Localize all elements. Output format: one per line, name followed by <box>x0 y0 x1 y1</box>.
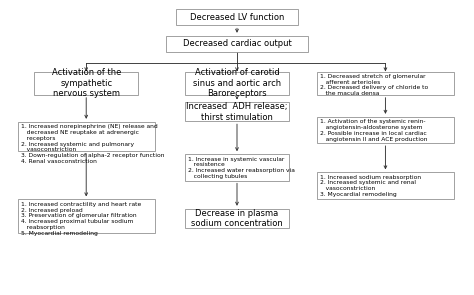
FancyBboxPatch shape <box>317 71 454 95</box>
Text: 1. Decreased stretch of glomerular
   afferent arterioles
2. Decreased delivery : 1. Decreased stretch of glomerular affer… <box>320 74 428 96</box>
Text: Decreased cardiac output: Decreased cardiac output <box>182 39 292 48</box>
Text: Decrease in plasma
sodium concentration: Decrease in plasma sodium concentration <box>191 209 283 228</box>
Text: 1. Increased sodium reabsorption
2. Increased systemic and renal
   vasoconstric: 1. Increased sodium reabsorption 2. Incr… <box>320 175 421 197</box>
Text: Activation of carotid
sinus and aortic arch
Baroreceptors: Activation of carotid sinus and aortic a… <box>193 68 281 98</box>
FancyBboxPatch shape <box>317 117 454 143</box>
Text: 1. Increased contractility and heart rate
2. Increased preload
3. Preservation o: 1. Increased contractility and heart rat… <box>21 202 141 236</box>
FancyBboxPatch shape <box>35 71 138 95</box>
FancyBboxPatch shape <box>185 154 289 181</box>
FancyBboxPatch shape <box>185 209 289 228</box>
Text: 1. Increase in systemic vascular
   resistence
2. Increased water reabsorption v: 1. Increase in systemic vascular resiste… <box>188 157 295 179</box>
Text: Increased  ADH release;
thirst stimulation: Increased ADH release; thirst stimulatio… <box>186 102 288 122</box>
FancyBboxPatch shape <box>185 102 289 121</box>
Text: Activation of the
sympathetic
nervous system: Activation of the sympathetic nervous sy… <box>52 68 121 98</box>
FancyBboxPatch shape <box>166 36 308 52</box>
FancyBboxPatch shape <box>185 71 289 95</box>
FancyBboxPatch shape <box>317 172 454 199</box>
Text: Decreased LV function: Decreased LV function <box>190 13 284 22</box>
Text: 1. Activation of the systemic renin-
   angiotensin-aldosterone system
2. Possib: 1. Activation of the systemic renin- ang… <box>320 119 428 142</box>
FancyBboxPatch shape <box>18 122 155 151</box>
Text: 1. Increased norepinephrine (NE) release and
   decreased NE reuptake at adrener: 1. Increased norepinephrine (NE) release… <box>21 124 164 164</box>
FancyBboxPatch shape <box>18 199 155 233</box>
FancyBboxPatch shape <box>176 9 298 25</box>
